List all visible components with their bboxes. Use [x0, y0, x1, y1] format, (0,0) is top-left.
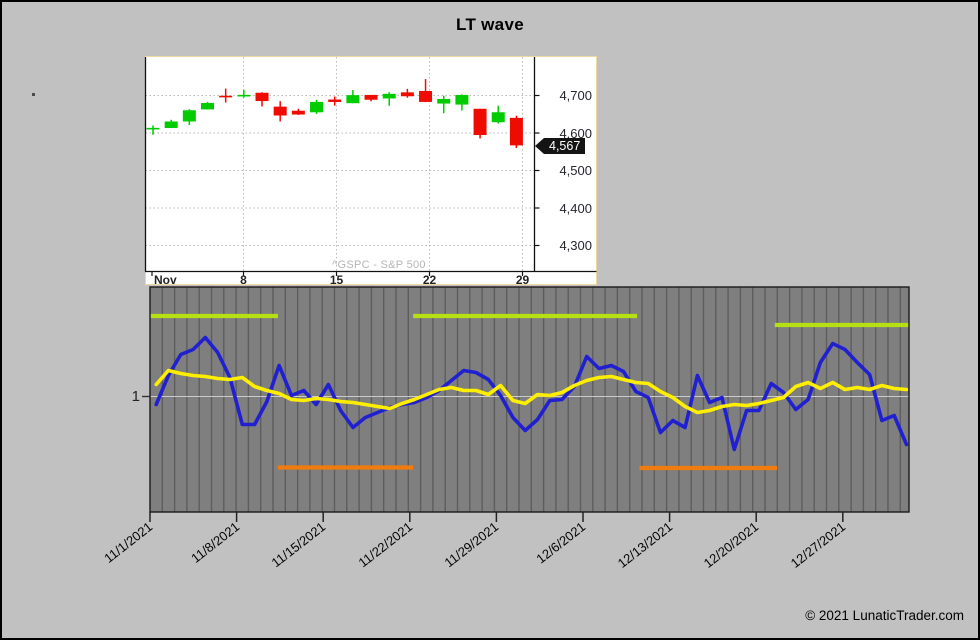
price-ytick-label: 4,400 [559, 200, 592, 216]
candle-body [419, 91, 433, 102]
price-xtick-label: Nov [154, 273, 177, 287]
candle-body [509, 117, 523, 146]
candle-body [328, 99, 342, 102]
candle-body [273, 106, 287, 116]
candle-body [473, 108, 487, 136]
wave-panel-border [149, 286, 910, 513]
candle-body [237, 94, 251, 97]
price-ytick-label: 4,500 [559, 163, 592, 178]
candle-body [346, 95, 360, 104]
wave-daily-line [154, 335, 909, 452]
candle-body [400, 92, 414, 97]
price-xtick-label: 8 [240, 273, 247, 287]
candle-body [146, 127, 160, 130]
copyright-text: © 2021 LunaticTrader.com [805, 608, 964, 623]
price-ytick-label: 4,300 [559, 238, 592, 253]
page-title: LT wave [456, 15, 524, 34]
candle-body [291, 110, 305, 115]
wave-smoothed-line [154, 368, 909, 415]
price-ytick-label: 4,600 [559, 125, 592, 141]
price-ytick-label: 4,700 [559, 88, 592, 103]
candle-body [382, 93, 396, 99]
price-tag-arrow-icon [535, 138, 544, 154]
candle-body [164, 121, 178, 129]
candle-body [491, 112, 505, 123]
symbol-watermark: ^GSPC - S&P 500 [332, 259, 426, 271]
candle-body [182, 110, 196, 122]
candle-body [437, 98, 451, 104]
candle-body [310, 101, 324, 113]
price-tag-value: 4,567 [544, 138, 586, 154]
stray-dot [32, 93, 35, 96]
last-price-tag: 4,567 [535, 138, 586, 154]
candle-body [219, 95, 233, 98]
candle-body [201, 102, 215, 110]
candle-body [364, 94, 378, 100]
price-xtick-label: 29 [515, 273, 530, 287]
candle-body [455, 94, 469, 105]
price-xtick-label: 22 [422, 273, 437, 287]
candle-body [255, 92, 269, 102]
price-xtick-label: 15 [329, 273, 344, 287]
wave-axis-label: 1 [131, 388, 140, 405]
